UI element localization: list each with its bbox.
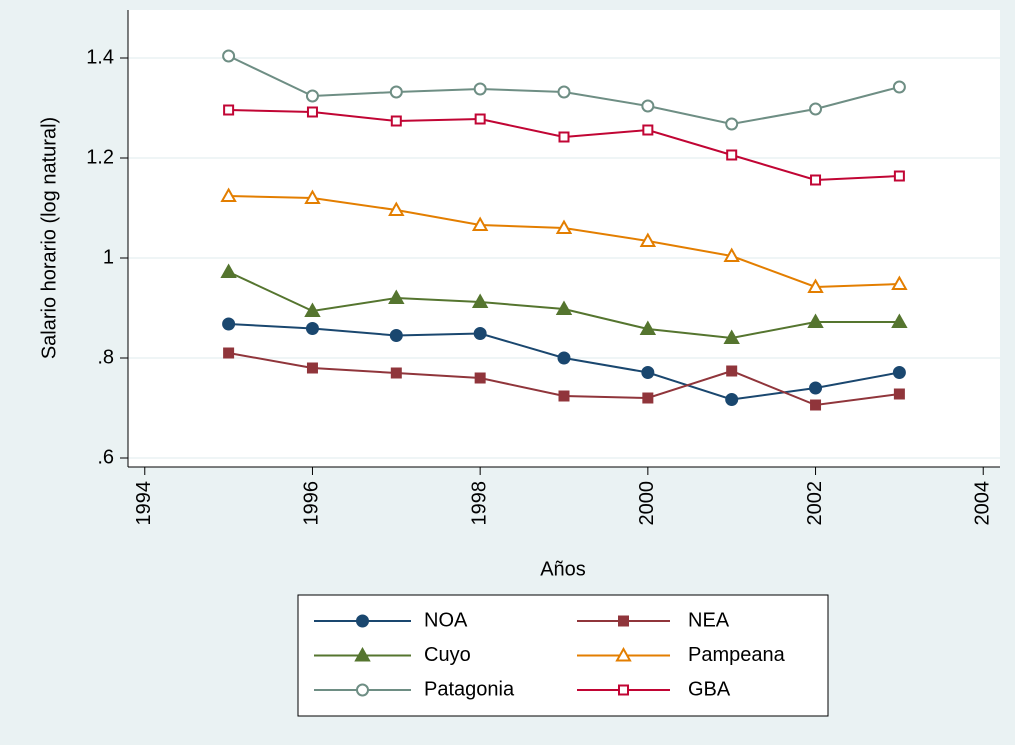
marker xyxy=(305,322,319,335)
y-axis-title: Salario horario (log natural) xyxy=(38,117,60,359)
marker xyxy=(807,278,824,293)
marker xyxy=(222,317,236,331)
y-tick-label: .8 xyxy=(97,346,114,368)
marker xyxy=(474,372,486,384)
marker xyxy=(557,351,571,365)
marker xyxy=(642,124,654,136)
marker xyxy=(725,393,739,406)
marker xyxy=(471,216,489,231)
y-tick-label: .6 xyxy=(97,446,114,468)
marker xyxy=(893,388,905,400)
legend-label: NEA xyxy=(688,609,730,631)
x-tick-label: 1994 xyxy=(133,481,155,526)
legend-label: Pampeana xyxy=(688,644,786,666)
marker xyxy=(723,247,740,262)
marker xyxy=(615,646,632,662)
marker xyxy=(726,149,738,161)
marker xyxy=(558,390,570,402)
marker xyxy=(473,82,487,96)
marker xyxy=(641,366,655,379)
marker xyxy=(356,683,369,697)
x-tick-label: 2004 xyxy=(972,481,994,526)
x-tick-label: 2002 xyxy=(804,481,826,526)
marker xyxy=(304,302,321,317)
marker xyxy=(305,89,319,103)
marker xyxy=(810,174,822,186)
y-tick-label: 1.4 xyxy=(86,46,114,68)
y-tick-label: 1 xyxy=(103,246,114,268)
marker xyxy=(810,399,822,411)
marker xyxy=(557,85,571,99)
marker xyxy=(891,275,908,290)
marker xyxy=(388,289,405,304)
marker xyxy=(639,232,657,247)
marker xyxy=(555,219,573,234)
legend-label: Cuyo xyxy=(424,644,471,666)
marker xyxy=(891,313,908,328)
x-tick-label: 1998 xyxy=(468,481,490,526)
marker xyxy=(558,131,570,143)
marker xyxy=(220,263,237,278)
marker xyxy=(306,106,318,118)
marker xyxy=(642,392,654,404)
marker xyxy=(223,347,235,359)
marker xyxy=(474,113,486,125)
marker xyxy=(639,320,657,335)
marker xyxy=(389,329,403,342)
marker xyxy=(223,104,235,116)
marker xyxy=(893,170,905,182)
marker xyxy=(356,614,369,628)
marker xyxy=(892,366,906,379)
marker xyxy=(807,313,824,328)
marker xyxy=(723,329,740,344)
marker xyxy=(354,646,371,662)
marker xyxy=(618,684,629,696)
marker xyxy=(892,80,906,94)
legend-label: GBA xyxy=(688,678,731,700)
marker xyxy=(304,189,321,204)
marker xyxy=(726,365,738,377)
x-tick-label: 1996 xyxy=(301,481,323,526)
marker xyxy=(473,327,487,340)
marker xyxy=(809,381,823,395)
marker xyxy=(555,300,573,315)
marker xyxy=(222,49,236,63)
x-axis-title: Años xyxy=(540,558,586,580)
marker xyxy=(725,117,739,131)
x-tick-label: 2000 xyxy=(636,481,658,526)
marker xyxy=(471,293,489,308)
marker xyxy=(390,115,402,127)
legend-label: NOA xyxy=(424,609,468,631)
marker xyxy=(388,201,405,216)
y-tick-label: 1.2 xyxy=(86,146,114,168)
marker xyxy=(389,85,403,99)
marker xyxy=(390,367,402,379)
legend-label: Patagonia xyxy=(424,678,515,700)
marker xyxy=(618,615,629,627)
marker xyxy=(220,187,237,202)
marker xyxy=(306,362,318,374)
marker xyxy=(809,102,823,116)
marker xyxy=(641,99,655,113)
